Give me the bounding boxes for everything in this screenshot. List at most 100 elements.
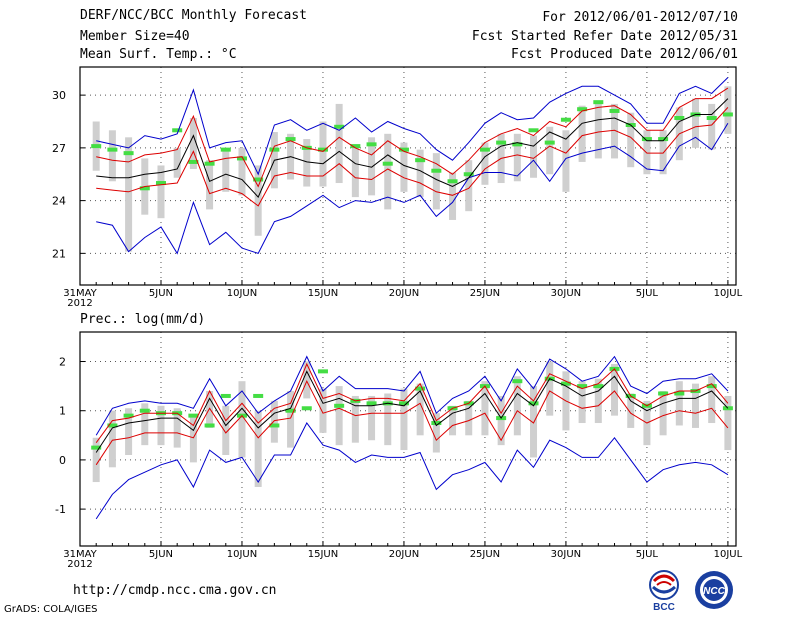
observed-marker bbox=[512, 379, 523, 384]
spread-box bbox=[432, 413, 440, 453]
spread-box bbox=[594, 378, 602, 424]
y-tick-label: -1 bbox=[55, 503, 66, 516]
observed-marker bbox=[334, 124, 345, 129]
spread-box bbox=[578, 105, 586, 162]
y-tick-label: 0 bbox=[59, 454, 66, 467]
spread-box bbox=[384, 393, 392, 446]
spread-box bbox=[384, 133, 392, 210]
spread-box bbox=[611, 103, 619, 159]
forecast-produced-date: Fcst Produced Date 2012/06/01 bbox=[511, 47, 738, 62]
temp-plot-frame bbox=[79, 66, 737, 286]
observed-marker bbox=[706, 384, 717, 389]
series-line-ensemble-mean bbox=[96, 98, 729, 199]
observed-marker bbox=[609, 108, 620, 113]
spread-box bbox=[206, 391, 214, 428]
observed-marker bbox=[301, 406, 312, 411]
observed-marker bbox=[204, 161, 215, 166]
spread-box bbox=[287, 391, 295, 448]
observed-marker bbox=[479, 147, 490, 152]
spread-box bbox=[319, 121, 327, 187]
spread-box bbox=[173, 408, 181, 448]
spread-box bbox=[238, 147, 246, 196]
spread-box bbox=[416, 149, 424, 198]
spread-box bbox=[157, 405, 165, 446]
spread-box bbox=[270, 400, 278, 443]
x-tick-label: 10JUL bbox=[714, 288, 743, 299]
observed-marker bbox=[560, 381, 571, 386]
member-size-label: Member Size=40 bbox=[80, 29, 190, 44]
observed-marker bbox=[706, 115, 717, 120]
observed-marker bbox=[577, 384, 588, 389]
spread-box bbox=[222, 405, 230, 455]
observed-marker bbox=[285, 408, 296, 413]
x-tick-label: 10JUL bbox=[714, 549, 743, 560]
observed-marker bbox=[641, 137, 652, 142]
x-tick-label: 10JUN bbox=[227, 288, 257, 299]
observed-marker bbox=[123, 151, 134, 156]
observed-marker bbox=[658, 137, 669, 142]
observed-marker bbox=[107, 147, 118, 152]
observed-marker bbox=[220, 147, 231, 152]
chart-title: DERF/NCC/BCC Monthly Forecast bbox=[80, 8, 307, 23]
forecast-period: For 2012/06/01-2012/07/10 bbox=[542, 10, 738, 25]
ncc-logo: NCC bbox=[695, 571, 733, 609]
spread-box bbox=[724, 86, 732, 134]
observed-marker bbox=[220, 393, 231, 398]
spread-box bbox=[173, 147, 181, 178]
x-tick-label: 5JUN bbox=[149, 288, 173, 299]
spread-box bbox=[611, 363, 619, 416]
y-tick-label: 24 bbox=[52, 195, 66, 208]
spread-box bbox=[189, 415, 197, 463]
x-tick-year-label: 2012 bbox=[67, 298, 92, 309]
observed-marker bbox=[334, 403, 345, 408]
grads-credit: GrADS: COLA/IGES bbox=[4, 604, 98, 615]
observed-marker bbox=[658, 391, 669, 396]
forecast-start-date: Fcst Started Refer Date 2012/05/31 bbox=[471, 29, 738, 44]
observed-marker bbox=[512, 142, 523, 147]
x-tick-label: 30JUN bbox=[551, 549, 581, 560]
observed-marker bbox=[382, 161, 393, 166]
spread-box bbox=[497, 395, 505, 446]
observed-marker bbox=[139, 186, 150, 191]
observed-marker bbox=[91, 144, 102, 149]
source-url[interactable]: http://cmdp.ncc.cma.gov.cn bbox=[73, 583, 277, 598]
x-tick-label: 10JUN bbox=[227, 549, 257, 560]
observed-marker bbox=[253, 177, 264, 182]
spread-box bbox=[530, 386, 538, 458]
spread-box bbox=[513, 133, 521, 182]
spread-box bbox=[481, 381, 489, 436]
spread-box bbox=[254, 410, 262, 487]
observed-marker bbox=[123, 413, 134, 418]
observed-marker bbox=[350, 144, 361, 149]
spread-box bbox=[157, 165, 165, 219]
spread-box bbox=[594, 103, 602, 159]
bcc-logo: BCC bbox=[649, 570, 679, 613]
spread-box bbox=[513, 376, 521, 436]
spread-box bbox=[303, 361, 311, 399]
observed-marker bbox=[236, 156, 247, 161]
observed-marker bbox=[593, 384, 604, 389]
spread-box bbox=[238, 381, 246, 458]
observed-marker bbox=[447, 179, 458, 184]
spread-box bbox=[206, 160, 214, 210]
observed-marker bbox=[560, 117, 571, 122]
observed-marker bbox=[415, 158, 426, 163]
spread-box bbox=[562, 130, 570, 192]
x-tick-label: 5JUN bbox=[149, 549, 173, 560]
y-tick-label: 21 bbox=[52, 247, 66, 260]
spread-box bbox=[141, 403, 149, 446]
spread-box bbox=[125, 408, 133, 455]
observed-marker bbox=[528, 401, 539, 406]
observed-marker bbox=[91, 445, 102, 450]
x-tick-label: 30JUN bbox=[551, 288, 581, 299]
observed-marker bbox=[722, 112, 733, 117]
spread-box bbox=[627, 393, 635, 428]
spread-box bbox=[92, 437, 100, 483]
observed-marker bbox=[544, 140, 555, 145]
observed-marker bbox=[269, 423, 280, 428]
spread-box bbox=[319, 388, 327, 433]
spread-box bbox=[254, 165, 262, 236]
spread-box bbox=[189, 117, 197, 169]
spread-box bbox=[449, 172, 457, 220]
